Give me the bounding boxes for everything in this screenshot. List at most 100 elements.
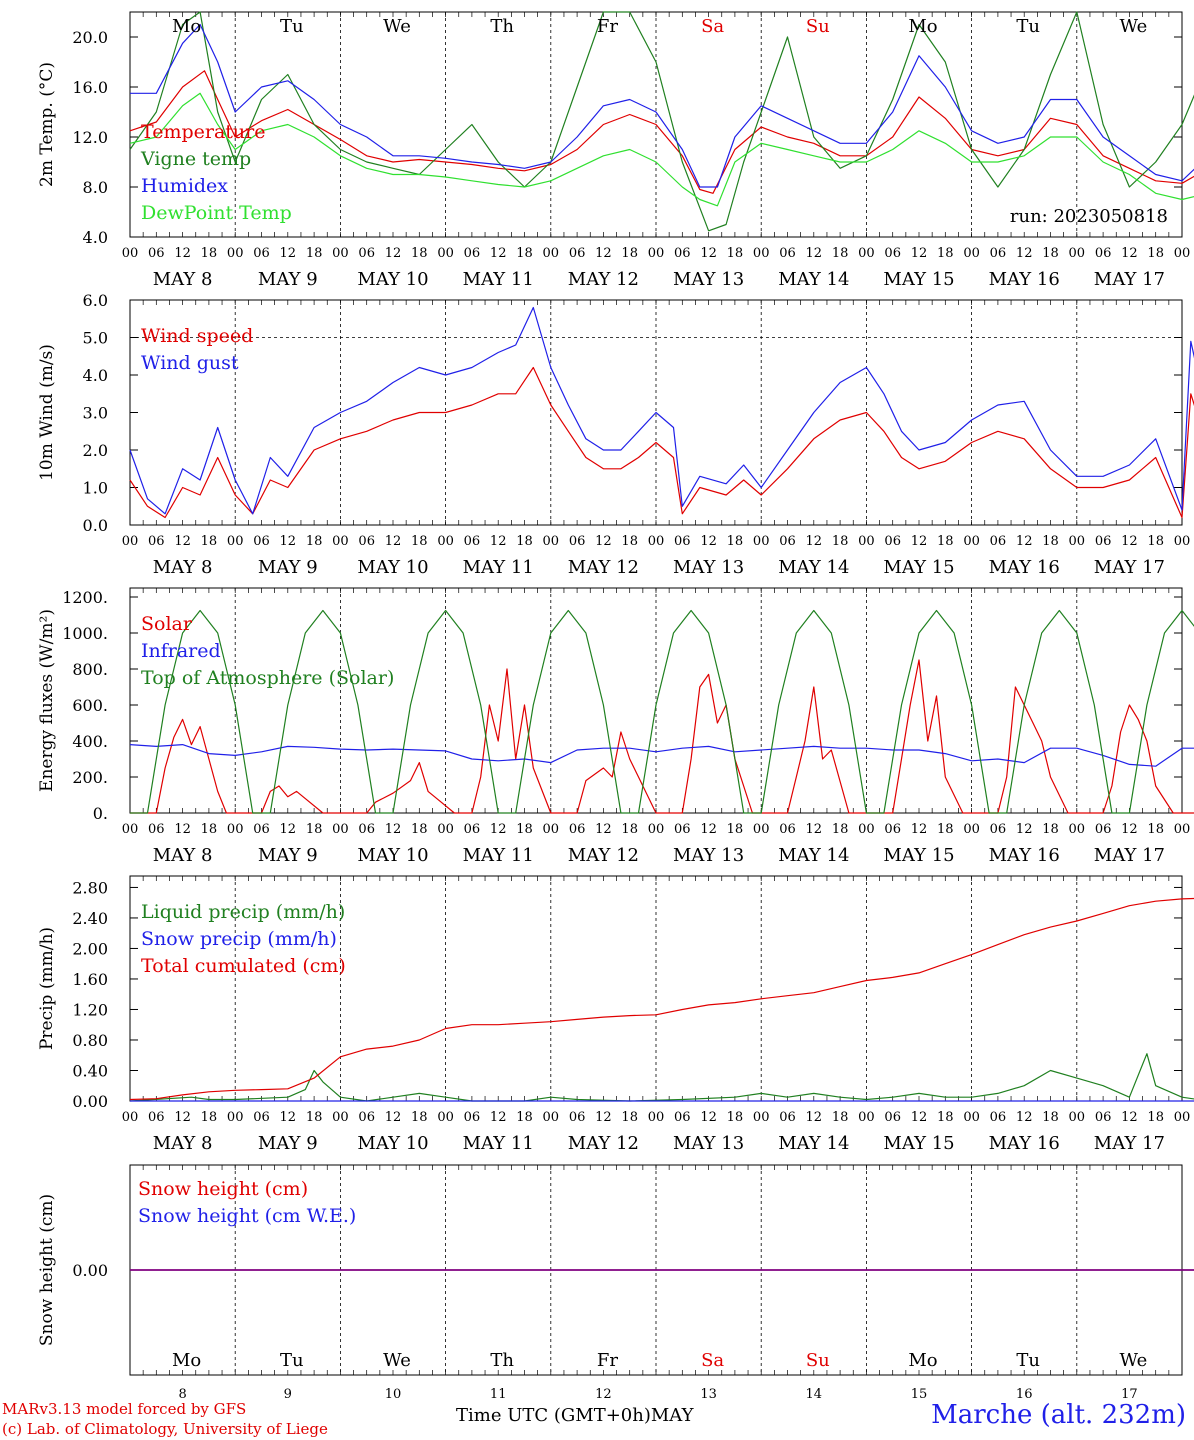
x-hour-tick-label: 18 [1147, 534, 1164, 549]
x-hour-tick-label: 00 [753, 1110, 770, 1125]
x-hour-tick-label: 00 [543, 1110, 560, 1125]
y-tick-label: 400. [72, 732, 108, 751]
x-hour-tick-label: 18 [937, 246, 954, 261]
x-date-label: MAY 8 [153, 557, 213, 578]
x-hour-tick-label: 18 [201, 246, 218, 261]
day-number-label: 11 [490, 1387, 507, 1402]
x-hour-tick-label: 06 [990, 822, 1007, 837]
x-hour-tick-label: 00 [227, 822, 244, 837]
x-date-label: MAY 13 [673, 269, 744, 290]
x-hour-tick-label: 18 [1042, 246, 1059, 261]
x-date-label: MAY 16 [989, 557, 1060, 578]
x-hour-tick-label: 18 [621, 822, 638, 837]
x-hour-tick-label: 00 [648, 822, 665, 837]
x-hour-tick-label: 06 [1095, 534, 1112, 549]
series-line [129, 897, 1194, 1101]
day-of-week-label: Fr [597, 1350, 618, 1371]
day-number-label: 15 [911, 1387, 928, 1402]
x-hour-tick-label: 12 [385, 246, 402, 261]
legend-entry: Temperature [141, 121, 265, 143]
y-tick-label: 8.0 [83, 178, 108, 197]
x-date-label: MAY 10 [357, 557, 428, 578]
x-hour-tick-label: 12 [806, 246, 823, 261]
day-of-week-label: Sa [701, 1350, 724, 1371]
x-hour-tick-label: 06 [884, 534, 901, 549]
x-date-label: MAY 9 [258, 845, 318, 866]
series-line [129, 306, 1194, 515]
y-axis-title: Snow height (cm) [37, 1194, 57, 1346]
x-hour-tick-label: 06 [253, 246, 270, 261]
x-hour-tick-label: 12 [1016, 822, 1033, 837]
x-hour-tick-label: 00 [227, 246, 244, 261]
x-date-label: MAY 9 [258, 1133, 318, 1154]
x-hour-tick-label: 12 [174, 534, 191, 549]
x-hour-tick-label: 12 [806, 534, 823, 549]
y-axis-title: 2m Temp. (°C) [37, 62, 57, 187]
x-hour-tick-label: 12 [280, 246, 297, 261]
run-annotation: run: 2023050818 [1010, 206, 1168, 227]
x-hour-tick-label: 06 [253, 534, 270, 549]
x-hour-tick-label: 12 [385, 1110, 402, 1125]
y-tick-label: 4.0 [83, 366, 108, 385]
x-hour-tick-label: 18 [727, 534, 744, 549]
panel-wind: 0.0 1.0 2.0 3.0 4.0 5.0 6.0 10m Wind (m/s) Wind … [37, 291, 1194, 578]
x-hour-tick-label: 18 [201, 1110, 218, 1125]
legend-entry: Solar [141, 613, 193, 635]
day-number-label: 12 [595, 1387, 612, 1402]
x-date-label: MAY 14 [778, 269, 849, 290]
day-number-label: 10 [385, 1387, 402, 1402]
x-hour-tick-label: 00 [437, 822, 454, 837]
model-credit: MARv3.13 model forced by GFS [2, 1400, 247, 1418]
x-hour-tick-label: 00 [963, 1110, 980, 1125]
day-of-week-label: Mo [172, 16, 201, 37]
x-date-label: MAY 12 [568, 845, 639, 866]
series-line [130, 609, 1194, 814]
day-number-label: 13 [700, 1387, 717, 1402]
day-of-week-label: Mo [908, 16, 937, 37]
day-of-week-label: We [383, 1350, 411, 1371]
x-hour-tick-label: 18 [937, 822, 954, 837]
x-hour-tick-label: 12 [911, 534, 928, 549]
x-hour-tick-label: 06 [464, 534, 481, 549]
x-date-label: MAY 17 [1094, 269, 1165, 290]
x-hour-tick-label: 06 [1095, 1110, 1112, 1125]
x-hour-tick-label: 00 [332, 1110, 349, 1125]
y-tick-label: 0.0 [83, 516, 108, 535]
legend-entry: Infrared [141, 640, 221, 662]
x-hour-tick-label: 06 [358, 534, 375, 549]
day-number-label: 14 [806, 1387, 823, 1402]
panel-temp: 4.0 8.0 12.0 16.0 20.0 2m Temp. (°C) Temperatu… [37, 11, 1194, 290]
y-tick-label: 200. [72, 768, 108, 787]
legend-entry: Snow precip (mm/h) [141, 928, 337, 950]
legend-entry: Snow height (cm W.E.) [138, 1205, 356, 1227]
x-hour-tick-label: 06 [148, 822, 165, 837]
day-of-week-label: Th [490, 1350, 514, 1371]
x-hour-tick-label: 18 [832, 534, 849, 549]
x-hour-tick-label: 06 [148, 246, 165, 261]
x-date-label: MAY 10 [357, 845, 428, 866]
y-tick-label: 2.0 [83, 441, 108, 460]
x-hour-tick-label: 00 [437, 1110, 454, 1125]
day-of-week-label: Tu [1016, 1350, 1040, 1371]
x-hour-tick-label: 06 [674, 1110, 691, 1125]
day-number-label: 16 [1016, 1387, 1033, 1402]
panel-snow: 0.00 Snow height (cm) Snow height (cm) Snow… [37, 1164, 1194, 1402]
x-hour-tick-label: 00 [858, 534, 875, 549]
y-tick-label: 2.00 [72, 939, 108, 958]
y-tick-label: 2.40 [72, 909, 108, 928]
day-of-week-label: Su [806, 16, 830, 37]
x-date-label: MAY 11 [463, 557, 534, 578]
x-hour-tick-label: 06 [1095, 246, 1112, 261]
x-date-label: MAY 15 [883, 557, 954, 578]
series-line [129, 1053, 1194, 1102]
x-hour-tick-label: 12 [490, 534, 507, 549]
x-hour-tick-label: 06 [674, 246, 691, 261]
y-tick-label: 4.0 [83, 228, 108, 247]
x-hour-tick-label: 00 [227, 534, 244, 549]
x-hour-tick-label: 00 [648, 534, 665, 549]
x-hour-tick-label: 06 [464, 822, 481, 837]
day-number-label: 9 [284, 1387, 292, 1402]
panel-energy: 0. 200. 400. 600. 800. 1000. 1200. Energy fluxe… [37, 587, 1194, 866]
legend-entry: Vigne temp [140, 148, 251, 170]
legend-entry: Humidex [141, 175, 228, 197]
